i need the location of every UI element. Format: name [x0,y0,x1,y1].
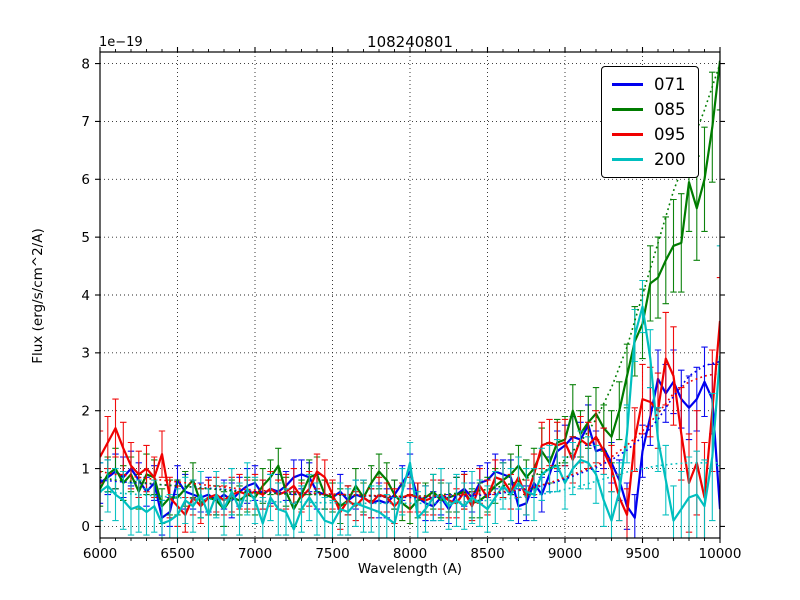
x-tick-label: 9000 [548,546,582,562]
x-tick-label: 9500 [625,546,659,562]
legend-line-sample [612,158,643,161]
chart-title: 108240801 [367,33,453,51]
x-tick-label: 7000 [238,546,272,562]
y-offset-label: 1e−19 [99,35,143,50]
095-model-dotted-line [100,372,720,498]
legend: 071 085 095 200 [601,66,699,178]
x-tick-label: 6000 [83,546,117,562]
y-tick-label: 1 [81,461,90,477]
y-tick-label: 2 [81,404,90,420]
tick-labels: 6000 6500 7000 7500 8000 8500 9000 9500 10000 0 1 2… [81,56,741,562]
071-model-dotted-line [100,360,720,499]
x-tick-label: 6500 [160,546,194,562]
legend-line-sample [612,83,643,86]
plot-data [100,52,720,538]
legend-item-095: 095 [612,122,686,147]
200-model-dotted-line [100,461,720,505]
legend-line-sample [612,133,643,136]
y-axis-label: Flux (erg/s/cm^2/A) [30,228,46,364]
x-tick-label: 10000 [699,546,742,562]
x-axis-label: Wavelength (A) [357,561,463,577]
y-tick-label: 8 [81,56,90,72]
legend-item-200: 200 [612,147,686,172]
axis-ticks [95,47,725,543]
legend-item-071: 071 [612,72,686,97]
series-200-line [100,305,720,531]
x-tick-label: 7500 [315,546,349,562]
legend-label: 071 [654,75,686,94]
y-tick-label: 6 [81,172,90,188]
legend-line-sample [612,108,643,111]
legend-item-085: 085 [612,97,686,122]
legend-label: 095 [654,125,686,144]
legend-label: 200 [654,150,686,169]
y-tick-label: 7 [81,114,90,130]
legend-label: 085 [654,100,686,119]
x-tick-label: 8500 [470,546,504,562]
y-tick-label: 0 [81,519,90,535]
y-tick-label: 5 [81,230,90,246]
x-tick-label: 8000 [393,546,427,562]
y-tick-label: 4 [81,288,90,304]
y-tick-label: 3 [81,346,90,362]
